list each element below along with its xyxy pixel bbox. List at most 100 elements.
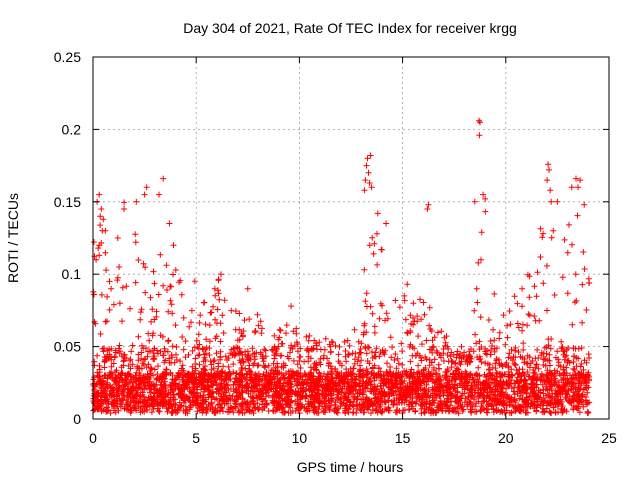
data-point (361, 187, 368, 194)
data-point (172, 322, 179, 329)
data-point (169, 343, 176, 350)
data-point (331, 379, 337, 386)
data-point (274, 360, 281, 367)
data-point (101, 372, 108, 379)
data-point (559, 344, 566, 351)
data-point (219, 396, 226, 403)
data-point (230, 409, 237, 416)
data-point (559, 409, 566, 416)
data-point (96, 191, 103, 198)
data-point (579, 281, 586, 288)
data-point (476, 117, 482, 124)
data-point (311, 360, 318, 367)
data-point (236, 345, 243, 352)
x-tick-label: 20 (498, 430, 514, 446)
data-point (353, 401, 360, 408)
data-point (137, 378, 144, 384)
data-point (502, 341, 509, 348)
data-point (566, 221, 572, 228)
data-point (321, 346, 328, 353)
data-point (201, 354, 208, 361)
data-point (372, 353, 379, 360)
data-point (407, 358, 414, 365)
data-point (420, 367, 427, 374)
data-point (457, 376, 463, 382)
data-point (227, 370, 233, 377)
data-point (563, 370, 570, 377)
data-point (485, 317, 492, 323)
data-point (355, 354, 362, 361)
data-point (378, 408, 385, 415)
data-point (555, 393, 562, 400)
data-point (415, 333, 422, 340)
data-point (505, 373, 512, 380)
data-point (236, 371, 243, 378)
data-point (585, 376, 592, 383)
data-point (482, 195, 489, 202)
data-point (259, 406, 266, 413)
data-point (148, 365, 155, 372)
data-point (175, 385, 182, 392)
data-point (120, 358, 127, 365)
data-point (392, 297, 399, 304)
data-point (477, 379, 483, 386)
data-point (369, 310, 376, 317)
data-point (373, 374, 380, 381)
data-point (141, 191, 148, 198)
data-point (96, 252, 103, 259)
data-point (417, 386, 424, 393)
data-point (271, 370, 277, 377)
data-point (135, 257, 142, 263)
y-tick-label: 0.2 (62, 121, 82, 137)
data-point (306, 332, 313, 339)
data-point (409, 373, 416, 380)
data-point (529, 385, 536, 392)
data-point (451, 375, 458, 382)
data-point (188, 319, 194, 326)
data-point (215, 277, 222, 284)
data-point (479, 392, 486, 399)
data-point (236, 357, 243, 364)
data-point (223, 381, 230, 388)
data-point (265, 392, 272, 399)
data-point (586, 355, 593, 361)
data-point (407, 312, 414, 319)
data-point (110, 385, 117, 392)
data-point (321, 391, 328, 398)
data-point (360, 373, 367, 380)
data-point (543, 262, 550, 269)
data-point (548, 336, 555, 342)
data-point (539, 381, 546, 388)
data-point (526, 373, 533, 380)
data-point (371, 362, 378, 369)
data-point (421, 387, 428, 393)
data-point (418, 410, 425, 417)
data-point (443, 399, 450, 406)
data-point (115, 384, 122, 391)
data-point (465, 393, 472, 400)
data-point (166, 220, 173, 227)
data-point (177, 277, 184, 284)
data-point (230, 361, 237, 368)
data-point (163, 262, 170, 269)
data-point (466, 398, 473, 405)
data-point (91, 291, 97, 298)
data-point (137, 316, 144, 323)
data-point (282, 362, 289, 369)
data-point (202, 321, 209, 328)
data-point (208, 382, 215, 389)
data-point (349, 350, 356, 357)
data-point (374, 210, 381, 217)
data-point (148, 318, 155, 325)
data-point (534, 374, 541, 381)
data-point (476, 338, 483, 345)
data-point (145, 382, 152, 389)
data-point (362, 382, 369, 389)
data-point (524, 271, 531, 278)
data-point (239, 382, 246, 389)
data-point (444, 352, 451, 358)
data-point (156, 191, 162, 198)
data-point (445, 367, 451, 374)
data-point (493, 355, 500, 362)
data-point (195, 345, 202, 352)
